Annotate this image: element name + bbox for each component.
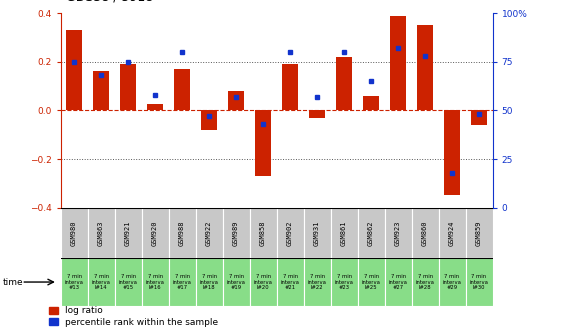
Text: GSM931: GSM931: [314, 220, 320, 246]
Text: 7 min
interva
#15: 7 min interva #15: [118, 274, 137, 290]
Text: time: time: [3, 278, 24, 286]
Text: 7 min
interva
#21: 7 min interva #21: [280, 274, 300, 290]
Bar: [439, 258, 466, 306]
Bar: [255, 111, 272, 176]
Text: 7 min
interva
l#16: 7 min interva l#16: [146, 274, 164, 290]
Bar: [412, 258, 439, 306]
Text: 7 min
interva
l#14: 7 min interva l#14: [91, 274, 111, 290]
Text: GSM921: GSM921: [125, 220, 131, 246]
Text: 7 min
interva
l#25: 7 min interva l#25: [362, 274, 380, 290]
Bar: [196, 208, 223, 258]
Text: 7 min
interva
l#30: 7 min interva l#30: [470, 274, 489, 290]
Text: 7 min
interva
l#18: 7 min interva l#18: [200, 274, 219, 290]
Text: 7 min
interva
#23: 7 min interva #23: [334, 274, 353, 290]
Text: GSM861: GSM861: [341, 220, 347, 246]
Text: GSM863: GSM863: [98, 220, 104, 246]
Text: 7 min
interva
#13: 7 min interva #13: [65, 274, 84, 290]
Text: 7 min
interva
#29: 7 min interva #29: [443, 274, 462, 290]
Text: GSM860: GSM860: [422, 220, 428, 246]
Bar: [282, 64, 298, 111]
Bar: [88, 258, 114, 306]
Bar: [330, 208, 357, 258]
Bar: [201, 111, 218, 130]
Bar: [250, 258, 277, 306]
Bar: [390, 15, 406, 111]
Text: GSM902: GSM902: [287, 220, 293, 246]
Bar: [223, 208, 250, 258]
Bar: [444, 111, 461, 196]
Bar: [304, 258, 330, 306]
Bar: [93, 72, 109, 111]
Bar: [357, 208, 385, 258]
Bar: [335, 57, 352, 111]
Bar: [196, 258, 223, 306]
Bar: [141, 208, 168, 258]
Text: 7 min
interva
l#22: 7 min interva l#22: [307, 274, 327, 290]
Bar: [147, 104, 163, 111]
Legend: log ratio, percentile rank within the sample: log ratio, percentile rank within the sa…: [49, 306, 218, 326]
Bar: [119, 64, 136, 111]
Bar: [114, 258, 141, 306]
Bar: [223, 258, 250, 306]
Bar: [250, 208, 277, 258]
Bar: [384, 258, 412, 306]
Text: GSM920: GSM920: [152, 220, 158, 246]
Bar: [357, 258, 385, 306]
Bar: [168, 208, 196, 258]
Bar: [168, 258, 196, 306]
Text: GSM924: GSM924: [449, 220, 455, 246]
Bar: [277, 258, 304, 306]
Text: 7 min
interva
#27: 7 min interva #27: [389, 274, 407, 290]
Text: 7 min
interva
l#20: 7 min interva l#20: [254, 274, 273, 290]
Text: 7 min
interva
l#28: 7 min interva l#28: [416, 274, 435, 290]
Text: 7 min
interva
#19: 7 min interva #19: [227, 274, 246, 290]
Bar: [277, 208, 304, 258]
Bar: [417, 25, 434, 111]
Text: GSM989: GSM989: [233, 220, 239, 246]
Text: GDS38 / 5918: GDS38 / 5918: [66, 0, 154, 3]
Bar: [66, 30, 82, 111]
Bar: [141, 258, 168, 306]
Bar: [439, 208, 466, 258]
Bar: [174, 69, 190, 111]
Text: 7 min
interva
#17: 7 min interva #17: [173, 274, 191, 290]
Bar: [114, 208, 141, 258]
Bar: [466, 208, 493, 258]
Bar: [61, 208, 88, 258]
Text: GSM859: GSM859: [476, 220, 482, 246]
Text: GSM922: GSM922: [206, 220, 212, 246]
Bar: [384, 208, 412, 258]
Text: GSM923: GSM923: [395, 220, 401, 246]
Bar: [466, 258, 493, 306]
Bar: [330, 258, 357, 306]
Bar: [471, 111, 488, 125]
Bar: [228, 91, 245, 111]
Text: GSM980: GSM980: [71, 220, 77, 246]
Bar: [88, 208, 114, 258]
Bar: [363, 96, 379, 111]
Text: GSM862: GSM862: [368, 220, 374, 246]
Bar: [61, 258, 88, 306]
Text: GSM988: GSM988: [179, 220, 185, 246]
Text: GSM858: GSM858: [260, 220, 266, 246]
Bar: [304, 208, 330, 258]
Bar: [309, 111, 325, 118]
Bar: [412, 208, 439, 258]
